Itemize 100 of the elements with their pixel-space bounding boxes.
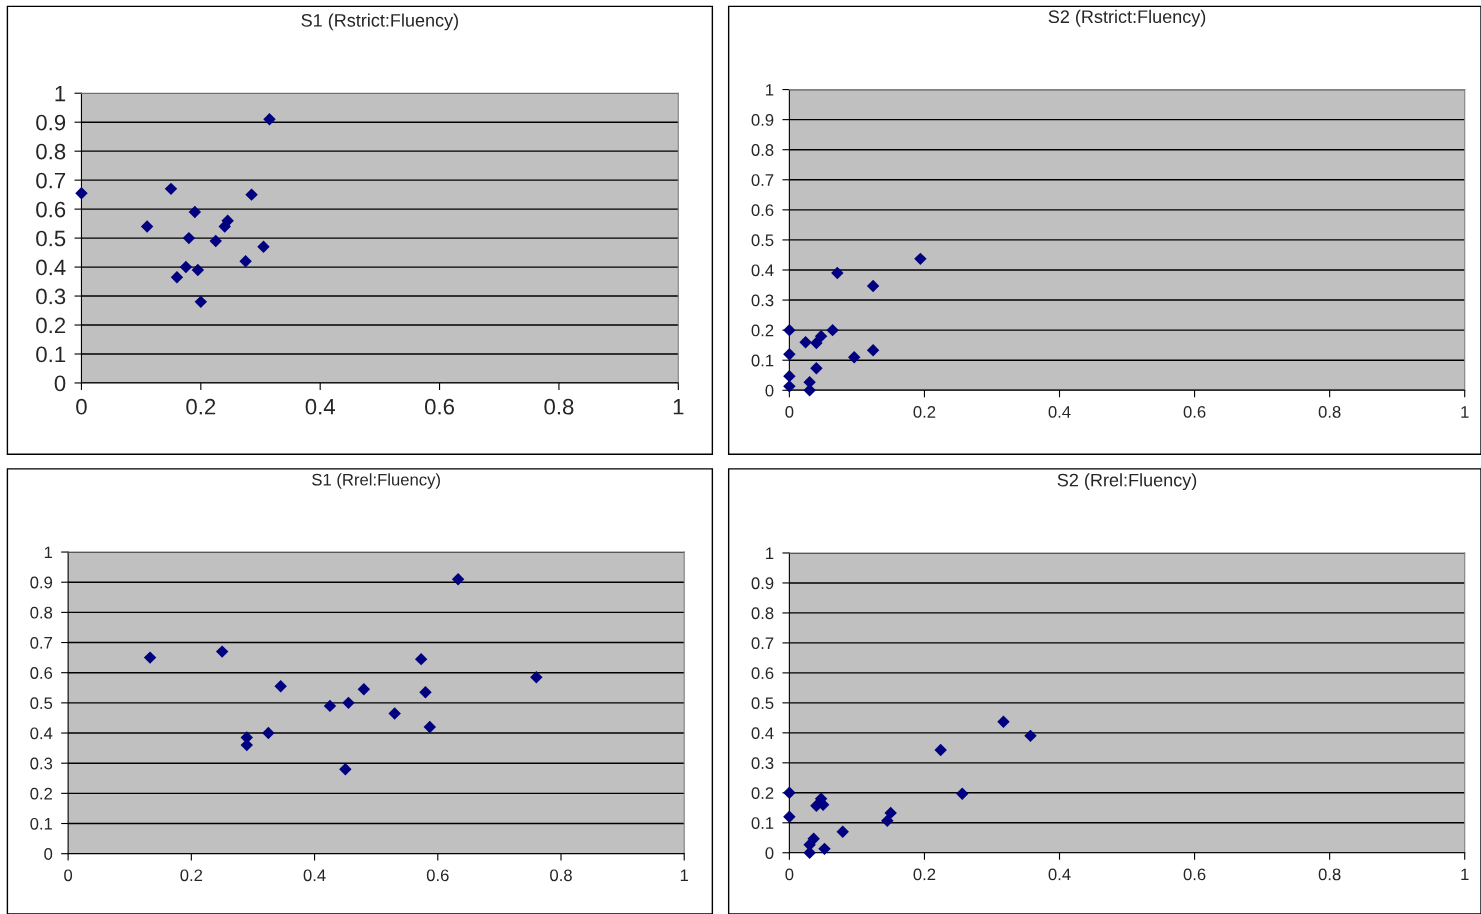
x-tick-label: 0 bbox=[76, 398, 87, 415]
point bbox=[783, 323, 796, 337]
x-tick-label: 1 bbox=[1461, 868, 1469, 881]
y-tick-label: 0.9 bbox=[36, 114, 66, 131]
point bbox=[357, 683, 371, 696]
y-tick-label: 0.2 bbox=[30, 787, 53, 800]
y-tick-label: 0.4 bbox=[36, 259, 66, 276]
point bbox=[914, 252, 927, 266]
point bbox=[143, 651, 157, 664]
y-tick-label: 0.7 bbox=[751, 174, 774, 186]
point bbox=[807, 832, 820, 845]
y-tick-label: 0.3 bbox=[30, 757, 53, 770]
y-tick-label: 0 bbox=[765, 384, 774, 397]
chart-title: S2 (Rrel:Fluency) bbox=[1057, 473, 1197, 491]
x-tick-label: 1 bbox=[680, 869, 689, 882]
point bbox=[423, 720, 436, 734]
point bbox=[1024, 729, 1037, 743]
point bbox=[188, 205, 202, 219]
point bbox=[194, 295, 208, 309]
chart-title: S2 (Rstrict:Fluency) bbox=[1048, 9, 1206, 27]
x-tick-label: 0.2 bbox=[180, 869, 203, 882]
y-tick-label: 0.7 bbox=[36, 172, 66, 189]
y-tick-label: 0.7 bbox=[30, 636, 53, 649]
point bbox=[818, 842, 831, 856]
point bbox=[414, 652, 428, 666]
x-tick-label: 0.4 bbox=[305, 398, 335, 415]
y-tick-label: 0.8 bbox=[36, 143, 66, 160]
point bbox=[847, 350, 861, 364]
point bbox=[866, 344, 880, 357]
point bbox=[783, 347, 796, 361]
point bbox=[221, 214, 234, 227]
point bbox=[419, 686, 432, 699]
y-tick-label: 0 bbox=[765, 847, 774, 859]
y-tick-label: 0.9 bbox=[30, 576, 53, 589]
y-tick-label: 0.1 bbox=[30, 817, 53, 830]
y-tick-label: 0.3 bbox=[36, 288, 66, 305]
y-tick-label: 0.5 bbox=[751, 697, 774, 710]
x-tick-label: 0.6 bbox=[1183, 868, 1206, 881]
x-tick-label: 0.2 bbox=[913, 406, 936, 418]
y-tick-label: 0 bbox=[44, 848, 53, 860]
y-tick-label: 0.8 bbox=[751, 607, 774, 620]
point bbox=[323, 699, 337, 713]
x-tick-label: 0.6 bbox=[1183, 406, 1206, 418]
y-tick-label: 0.6 bbox=[36, 201, 66, 218]
y-tick-label: 0.9 bbox=[751, 577, 774, 590]
y-tick-label: 0.5 bbox=[36, 230, 66, 247]
point bbox=[997, 715, 1010, 728]
y-tick-label: 0.2 bbox=[751, 324, 774, 337]
y-tick-label: 0.1 bbox=[751, 817, 774, 829]
y-tick-label: 0.2 bbox=[36, 317, 66, 334]
y-tick-label: 0.9 bbox=[751, 114, 774, 126]
point bbox=[799, 335, 812, 349]
y-tick-label: 0.5 bbox=[751, 234, 774, 247]
x-tick-label: 0.8 bbox=[550, 869, 572, 882]
point bbox=[75, 186, 88, 200]
point bbox=[810, 362, 823, 375]
point bbox=[881, 814, 894, 827]
x-tick-label: 0.2 bbox=[913, 868, 936, 881]
point bbox=[388, 707, 401, 720]
point bbox=[884, 806, 897, 820]
point bbox=[814, 329, 828, 343]
x-tick-label: 0.4 bbox=[1048, 868, 1071, 881]
point bbox=[170, 271, 184, 284]
point bbox=[262, 726, 275, 740]
y-tick-label: 1 bbox=[55, 85, 66, 102]
y-tick-label: 0.8 bbox=[30, 606, 53, 619]
x-tick-label: 0.6 bbox=[424, 398, 455, 415]
y-tick-label: 0.6 bbox=[751, 667, 774, 680]
x-tick-label: 0 bbox=[785, 406, 794, 418]
x-tick-label: 0.6 bbox=[426, 869, 449, 882]
y-tick-label: 0.7 bbox=[751, 637, 774, 650]
x-tick-label: 0.8 bbox=[544, 398, 574, 415]
x-tick-label: 0.8 bbox=[1318, 868, 1341, 881]
y-tick-label: 0.4 bbox=[30, 727, 53, 740]
point bbox=[215, 645, 229, 658]
chart-title: S1 (Rstrict:Fluency) bbox=[301, 13, 459, 31]
point bbox=[339, 763, 352, 776]
point bbox=[179, 260, 193, 274]
point bbox=[257, 240, 270, 253]
point bbox=[530, 671, 543, 684]
y-tick-label: 0.8 bbox=[751, 144, 774, 156]
x-tick-label: 1 bbox=[673, 399, 684, 415]
point bbox=[342, 696, 355, 710]
point bbox=[451, 572, 465, 586]
y-tick-label: 0.2 bbox=[751, 787, 774, 800]
point bbox=[209, 234, 222, 248]
x-tick-label: 1 bbox=[1461, 406, 1469, 418]
y-tick-label: 0.4 bbox=[751, 264, 774, 277]
x-tick-label: 0.4 bbox=[1048, 406, 1071, 418]
y-tick-label: 1 bbox=[766, 547, 774, 560]
y-tick-label: 0.6 bbox=[751, 204, 774, 217]
point bbox=[934, 743, 947, 757]
point bbox=[826, 323, 839, 337]
y-tick-label: 1 bbox=[766, 84, 774, 96]
point bbox=[263, 113, 276, 126]
y-tick-label: 0.6 bbox=[30, 667, 53, 679]
point bbox=[831, 266, 844, 280]
y-tick-label: 0.1 bbox=[36, 346, 66, 363]
y-tick-label: 0 bbox=[54, 375, 66, 392]
point bbox=[164, 182, 178, 196]
